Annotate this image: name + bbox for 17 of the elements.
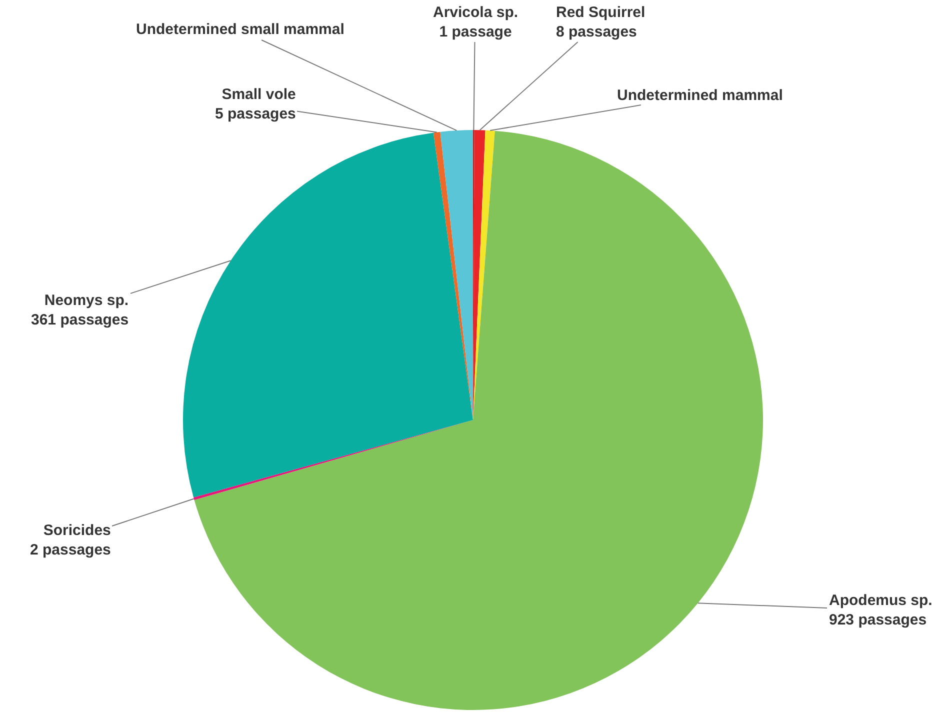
slice-label: Soricides <box>43 522 111 539</box>
slice-label: Apodemus sp. <box>829 592 932 609</box>
data-label: 8 passages <box>556 24 637 40</box>
slice-label: Neomys sp. <box>44 292 129 309</box>
slice-label: Undetermined mammal <box>617 87 783 104</box>
slice-label: Undetermined small mammal <box>136 21 344 38</box>
data-label: 5 passages <box>215 106 296 122</box>
slice-label: Arvicola sp. <box>433 4 518 21</box>
data-label: 2 passages <box>30 542 111 558</box>
data-label: 923 passages <box>829 612 927 628</box>
data-label: 361 passages <box>31 312 129 328</box>
slice-label: Small vole <box>222 86 296 103</box>
data-label: 1 passage <box>439 24 512 40</box>
slice-label: Red Squirrel <box>556 4 646 21</box>
pie-slice <box>183 132 473 498</box>
pie-slice <box>440 130 473 420</box>
pie-slice <box>194 130 763 710</box>
